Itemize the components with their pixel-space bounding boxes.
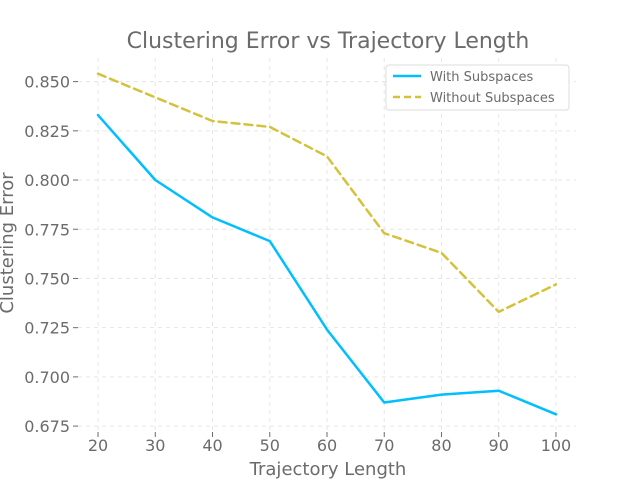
y-axis-label: Clustering Error: [0, 172, 18, 314]
x-tick-label: 30: [145, 436, 165, 455]
x-tick-label: 90: [489, 436, 509, 455]
series-line-without-subspaces: [96, 72, 558, 314]
y-tick-label: 0.850: [24, 73, 70, 92]
x-tick-label: 100: [541, 436, 572, 455]
x-tick-label: 60: [317, 436, 337, 455]
series-line-with-subspaces: [96, 113, 558, 416]
y-tick-label: 0.750: [24, 269, 70, 288]
y-tick-label: 0.725: [24, 319, 70, 338]
chart-title: Clustering Error vs Trajectory Length: [127, 29, 530, 54]
x-tick-label: 80: [431, 436, 451, 455]
grid: [78, 58, 576, 432]
x-tick-label: 50: [260, 436, 280, 455]
y-tick-label: 0.825: [24, 122, 70, 141]
y-tick-label: 0.775: [24, 220, 70, 239]
series-lines: [96, 72, 558, 416]
y-axis-ticks: 0.675 0.700 0.725 0.750 0.775 0.800 0.825 0.850: [24, 73, 78, 436]
legend: With Subspaces Without Subspaces: [385, 64, 570, 111]
legend-label-without-subspaces: Without Subspaces: [430, 91, 555, 106]
legend-box: [385, 64, 570, 111]
x-tick-label: 70: [374, 436, 394, 455]
y-tick-label: 0.675: [24, 417, 70, 436]
x-axis-label: Trajectory Length: [249, 459, 407, 480]
x-tick-label: 40: [202, 436, 222, 455]
y-tick-label: 0.700: [24, 368, 70, 387]
legend-label-with-subspaces: With Subspaces: [430, 70, 534, 85]
x-tick-label: 20: [88, 436, 108, 455]
x-axis-ticks: 20 30 40 50 60 70 80 90 100: [88, 432, 571, 455]
y-tick-label: 0.800: [24, 171, 70, 190]
